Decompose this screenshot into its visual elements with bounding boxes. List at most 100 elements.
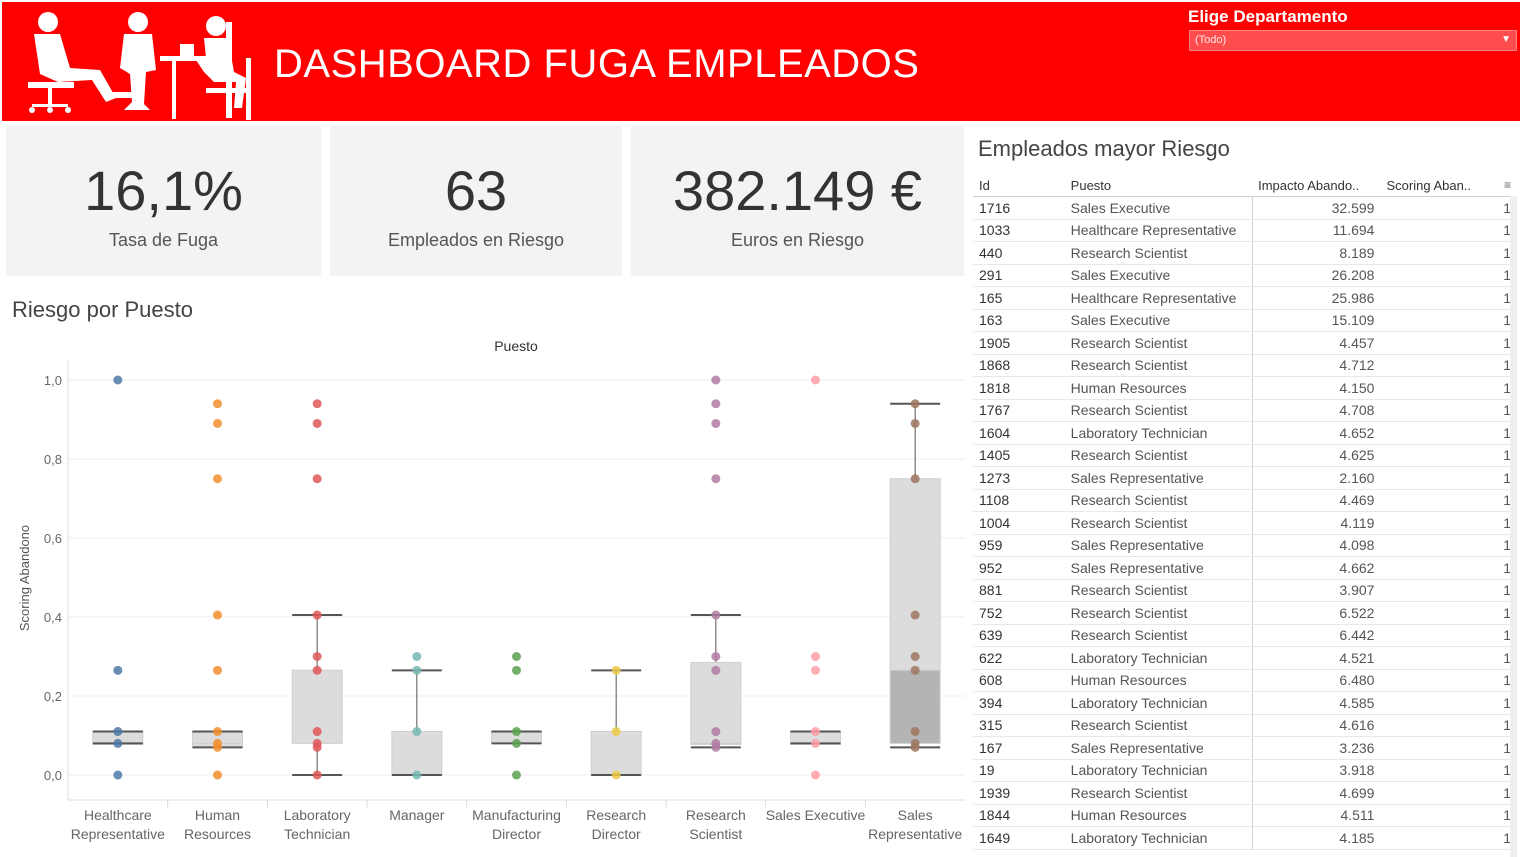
data-point: [711, 652, 721, 661]
cell-impacto: 11.694: [1252, 219, 1381, 242]
data-point: [811, 738, 820, 748]
cell-id: 1405: [973, 444, 1065, 467]
cell-impacto: 4.708: [1252, 399, 1381, 422]
data-point: [312, 610, 322, 620]
data-point: [811, 727, 820, 737]
cell-scoring: 1: [1380, 736, 1517, 760]
table-row[interactable]: 163 Sales Executive 15.109 1: [973, 309, 1517, 332]
cell-id: 1108: [973, 489, 1065, 512]
cell-scoring: 1: [1380, 624, 1517, 647]
x-tick-label: Research: [686, 807, 746, 823]
data-point: [113, 738, 123, 748]
table-row[interactable]: 881 Research Scientist 3.907 1: [973, 579, 1517, 602]
cell-scoring: 1: [1380, 219, 1517, 242]
cell-impacto: 3.918: [1252, 759, 1381, 782]
data-point: [312, 652, 322, 661]
data-point: [512, 652, 521, 661]
table-row[interactable]: 639 Research Scientist 6.442 1: [973, 624, 1517, 647]
cell-id: 1604: [973, 421, 1065, 445]
y-tick-label: 0,8: [44, 452, 62, 467]
table-row[interactable]: 315 Research Scientist 4.616 1: [973, 714, 1517, 737]
table-row[interactable]: 165 Healthcare Representative 25.986 1: [973, 286, 1517, 310]
cell-impacto: 15.109: [1252, 309, 1381, 332]
cell-id: 1939: [973, 781, 1065, 805]
cell-puesto: Laboratory Technician: [1064, 691, 1253, 715]
box-upper: [889, 478, 941, 671]
table-row[interactable]: 1405 Research Scientist 4.625 1: [973, 444, 1517, 467]
cell-id: 291: [973, 264, 1065, 287]
table-body: 1716 Sales Executive 32.599 1 1033 Healthcare…: [973, 196, 1517, 850]
data-point: [412, 727, 422, 737]
data-point: [811, 665, 820, 675]
cell-puesto: Sales Executive: [1064, 309, 1253, 332]
column-header-puesto[interactable]: Puesto: [1064, 174, 1253, 197]
cell-id: 639: [973, 624, 1065, 647]
column-header-id[interactable]: Id: [973, 174, 1065, 197]
data-point: [412, 652, 422, 661]
y-axis-label: Scoring Abandono: [17, 525, 32, 631]
sort-descending-icon[interactable]: ≡: [1503, 177, 1511, 192]
cell-puesto: Research Scientist: [1064, 714, 1253, 737]
data-point: [312, 474, 322, 484]
table-row[interactable]: 1649 Laboratory Technician 4.185 1: [973, 826, 1517, 850]
data-point: [113, 770, 123, 780]
kpi-value: 16,1%: [84, 159, 243, 222]
cell-puesto: Research Scientist: [1064, 601, 1253, 625]
table-row[interactable]: 952 Sales Representative 4.662 1: [973, 556, 1517, 580]
cell-puesto: Research Scientist: [1064, 241, 1253, 265]
table-row[interactable]: 1108 Research Scientist 4.469 1: [973, 489, 1517, 512]
column-header-scoring[interactable]: Scoring Aban.. ≡: [1380, 174, 1517, 197]
table-row[interactable]: 1716 Sales Executive 32.599 1: [973, 196, 1517, 220]
column-header-impacto[interactable]: Impacto Abando..: [1252, 174, 1381, 197]
table-row[interactable]: 1818 Human Resources 4.150 1: [973, 376, 1517, 400]
table-row[interactable]: 1844 Human Resources 4.511 1: [973, 804, 1517, 827]
table-row[interactable]: 291 Sales Executive 26.208 1: [973, 264, 1517, 287]
data-point: [113, 727, 123, 737]
table-row[interactable]: 752 Research Scientist 6.522 1: [973, 601, 1517, 625]
x-tick-label: Director: [592, 826, 641, 842]
table-row[interactable]: 1033 Healthcare Representative 11.694 1: [973, 219, 1517, 242]
cell-puesto: Research Scientist: [1064, 399, 1253, 422]
data-point: [213, 727, 222, 737]
data-point: [910, 742, 920, 752]
x-tick-label: Sales: [898, 807, 933, 823]
table-row[interactable]: 1939 Research Scientist 4.699 1: [973, 781, 1517, 805]
table-scrollbar[interactable]: [1510, 196, 1517, 857]
table-row[interactable]: 167 Sales Representative 3.236 1: [973, 736, 1517, 760]
table-row[interactable]: 608 Human Resources 6.480 1: [973, 669, 1517, 692]
cell-puesto: Human Resources: [1064, 669, 1253, 692]
table-row[interactable]: 1273 Sales Representative 2.160 1: [973, 466, 1517, 490]
table-row[interactable]: 1604 Laboratory Technician 4.652 1: [973, 421, 1517, 445]
table-row[interactable]: 440 Research Scientist 8.189 1: [973, 241, 1517, 265]
cell-puesto: Laboratory Technician: [1064, 759, 1253, 782]
table-row[interactable]: 959 Sales Representative 4.098 1: [973, 534, 1517, 557]
table-row[interactable]: 1868 Research Scientist 4.712 1: [973, 354, 1517, 377]
cell-id: 952: [973, 556, 1065, 580]
cell-scoring: 1: [1380, 196, 1517, 220]
cell-puesto: Sales Representative: [1064, 556, 1253, 580]
cell-impacto: 4.662: [1252, 556, 1381, 580]
data-point: [711, 375, 721, 385]
table-row[interactable]: 394 Laboratory Technician 4.585 1: [973, 691, 1517, 715]
x-tick-label: Manager: [389, 807, 445, 823]
cell-scoring: 1: [1380, 286, 1517, 310]
table-row[interactable]: 622 Laboratory Technician 4.521 1: [973, 646, 1517, 670]
department-select-value: (Todo): [1195, 34, 1227, 46]
cell-puesto: Research Scientist: [1064, 331, 1253, 355]
cell-id: 1649: [973, 826, 1065, 850]
data-point: [512, 738, 521, 748]
cell-id: 440: [973, 241, 1065, 265]
kpi-label: Euros en Riesgo: [730, 230, 865, 250]
table-header-row: Id Puesto Impacto Abando.. Scoring Aban.…: [973, 174, 1517, 197]
table-row[interactable]: 19 Laboratory Technician 3.918 1: [973, 759, 1517, 782]
table-row[interactable]: 1767 Research Scientist 4.708 1: [973, 399, 1517, 422]
cell-scoring: 1: [1380, 804, 1517, 827]
y-tick-label: 0,6: [44, 531, 62, 546]
cell-impacto: 4.616: [1252, 714, 1381, 737]
table-row[interactable]: 1004 Research Scientist 4.119 1: [973, 511, 1517, 535]
table-row[interactable]: 1905 Research Scientist 4.457 1: [973, 331, 1517, 355]
chevron-down-icon[interactable]: ▼: [1501, 34, 1511, 45]
department-select[interactable]: (Todo) ▼: [1189, 30, 1517, 51]
cell-puesto: Research Scientist: [1064, 781, 1253, 805]
x-tick-label: Sales Executive: [766, 807, 866, 823]
